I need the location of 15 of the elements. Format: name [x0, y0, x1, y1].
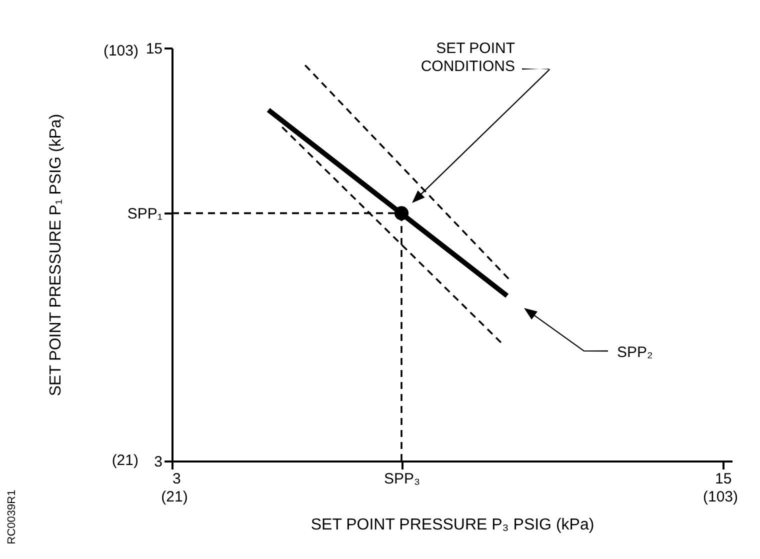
- y2-axis-title: SET POINT PRESSURE P₁ PSIG (kPa): [47, 114, 64, 396]
- annotation: SET POINT CONDITIONS: [420, 40, 515, 75]
- y-tick-label: 15: [146, 40, 162, 58]
- text: RC0039R1: [6, 490, 18, 544]
- y-tick-label: SPP₁: [127, 206, 162, 223]
- x2-tick-label: (103): [703, 488, 738, 506]
- y2-tick-label: (103): [103, 42, 138, 60]
- x-tick-label: SPP₃: [384, 470, 420, 488]
- x-tick-label: 15: [714, 470, 732, 488]
- annotation: SPP₂: [617, 344, 654, 361]
- x-axis-title: SET POINT PRESSURE P₃ PSIG (kPa): [310, 516, 594, 534]
- x-tick-label: 3: [172, 470, 181, 488]
- x2-tick-label: (21): [161, 488, 188, 506]
- y2-tick-label: (21): [112, 452, 138, 469]
- y-tick-label: 3: [154, 454, 162, 470]
